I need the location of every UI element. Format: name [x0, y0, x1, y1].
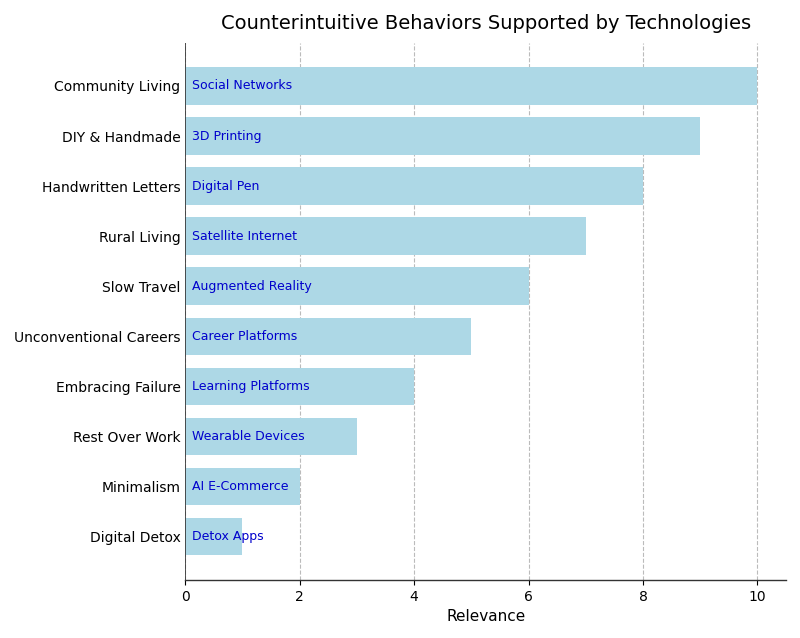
- Text: 3D Printing: 3D Printing: [192, 130, 262, 142]
- Text: Wearable Devices: Wearable Devices: [192, 430, 305, 443]
- Text: Career Platforms: Career Platforms: [192, 330, 298, 343]
- Title: Counterintuitive Behaviors Supported by Technologies: Counterintuitive Behaviors Supported by …: [221, 14, 750, 33]
- Text: Detox Apps: Detox Apps: [192, 530, 264, 543]
- Bar: [186, 117, 700, 155]
- Bar: [186, 67, 758, 105]
- Bar: [186, 318, 471, 355]
- Bar: [186, 218, 586, 255]
- Bar: [186, 167, 643, 205]
- Text: Digital Pen: Digital Pen: [192, 180, 259, 193]
- Bar: [186, 367, 414, 405]
- Text: Learning Platforms: Learning Platforms: [192, 380, 310, 393]
- Bar: [186, 518, 242, 556]
- Text: Satellite Internet: Satellite Internet: [192, 230, 297, 242]
- Bar: [186, 468, 300, 505]
- Bar: [186, 418, 357, 456]
- Text: Social Networks: Social Networks: [192, 80, 292, 93]
- Bar: [186, 267, 529, 305]
- Text: Augmented Reality: Augmented Reality: [192, 280, 312, 293]
- X-axis label: Relevance: Relevance: [446, 609, 526, 624]
- Text: AI E-Commerce: AI E-Commerce: [192, 480, 289, 493]
